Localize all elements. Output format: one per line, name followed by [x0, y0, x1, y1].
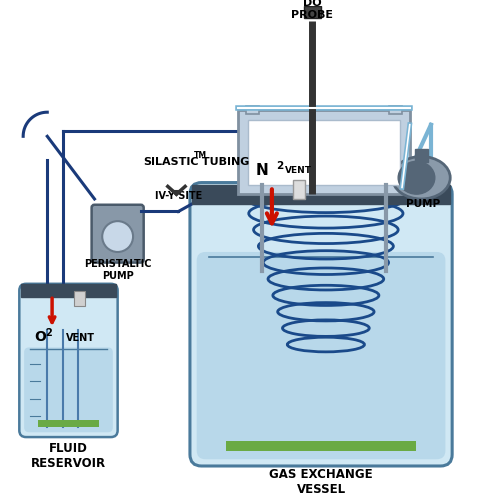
Text: TM: TM	[194, 152, 207, 160]
Text: VENT: VENT	[65, 332, 94, 342]
Text: VENT: VENT	[286, 166, 312, 175]
Circle shape	[102, 221, 133, 252]
Bar	[21, 284, 116, 298]
Text: 2: 2	[45, 328, 52, 338]
Bar	[248, 120, 400, 184]
Text: FLUID
RESERVOIR: FLUID RESERVOIR	[31, 442, 106, 470]
Text: O: O	[34, 330, 45, 344]
Bar	[226, 441, 417, 450]
Bar	[415, 149, 428, 162]
Text: PERISTALTIC
PUMP: PERISTALTIC PUMP	[84, 260, 151, 281]
Bar	[38, 420, 99, 428]
Ellipse shape	[393, 156, 450, 199]
Text: DO
PROBE: DO PROBE	[291, 0, 333, 20]
FancyBboxPatch shape	[91, 204, 144, 262]
Bar	[74, 290, 85, 306]
Bar	[192, 184, 450, 204]
Text: PUMP: PUMP	[406, 198, 440, 208]
FancyBboxPatch shape	[190, 182, 452, 466]
Bar	[293, 180, 304, 199]
Text: 2: 2	[276, 161, 283, 171]
Text: TUBING: TUBING	[197, 157, 249, 167]
FancyBboxPatch shape	[19, 284, 118, 437]
Text: N: N	[255, 163, 268, 178]
FancyBboxPatch shape	[197, 252, 445, 459]
Bar	[246, 106, 259, 114]
Ellipse shape	[398, 162, 435, 194]
Text: SILASTIC: SILASTIC	[144, 157, 199, 167]
FancyBboxPatch shape	[24, 348, 113, 432]
Text: IV-Y SITE: IV-Y SITE	[155, 191, 202, 201]
Bar	[303, 6, 321, 18]
Text: GAS EXCHANGE
VESSEL: GAS EXCHANGE VESSEL	[269, 468, 373, 496]
Bar	[389, 106, 402, 114]
Bar	[238, 110, 410, 194]
